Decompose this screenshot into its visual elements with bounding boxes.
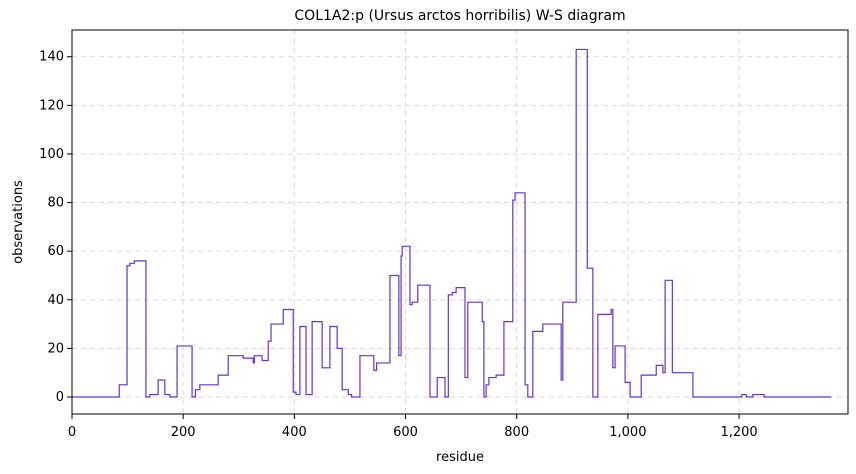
chart-title: COL1A2:p (Ursus arctos horribilis) W-S d… [294,8,625,24]
x-tick-label: 0 [68,425,76,440]
x-tick-label: 200 [171,425,196,440]
x-tick-label: 400 [282,425,307,440]
y-tick-label: 120 [39,98,64,113]
x-tick-label: 1,200 [720,425,757,440]
data-line [72,48,832,398]
y-axis-label: observations [11,180,26,264]
x-axis-label: residue [436,450,484,465]
y-tick-label: 60 [47,244,64,259]
x-tick-label: 800 [504,425,529,440]
y-tick-label: 0 [56,390,64,405]
y-tick-label: 20 [47,341,64,356]
y-tick-label: 100 [39,147,64,162]
y-tick-label: 80 [47,196,64,211]
y-tick-label: 140 [39,50,64,65]
y-tick-label: 40 [47,293,64,308]
plot-frame [71,29,849,415]
x-tick-label: 1,000 [609,425,646,440]
x-tick-label: 600 [393,425,418,440]
